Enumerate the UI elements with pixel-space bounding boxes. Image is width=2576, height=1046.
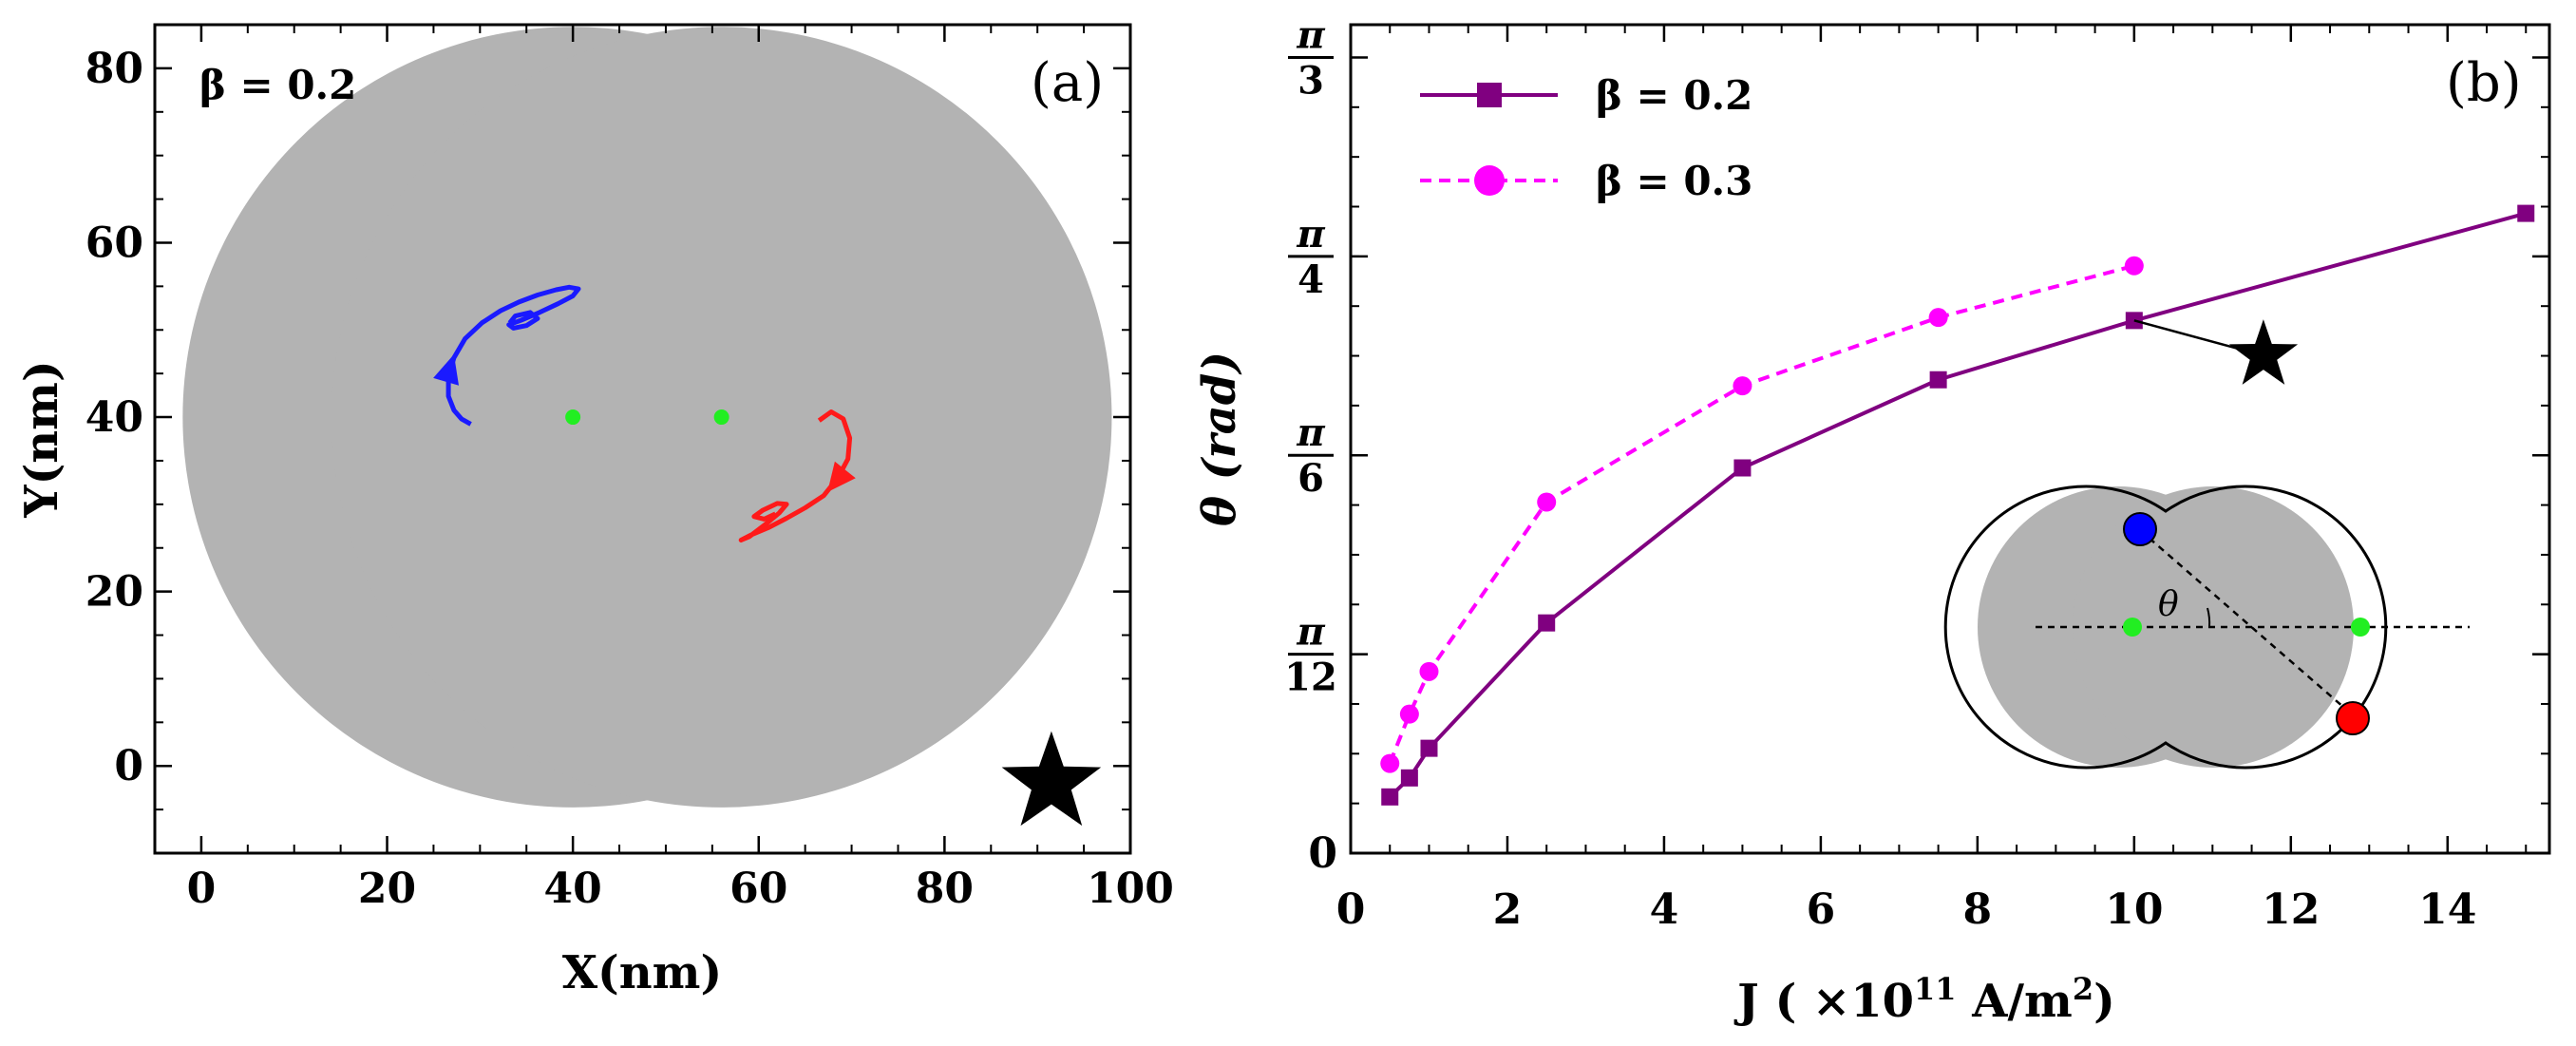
y-tick-label-b-numerator: π: [1296, 212, 1325, 257]
y-tick-label-a: 60: [85, 219, 143, 267]
x-tick-label-b: 8: [1963, 885, 1993, 934]
inset-schematic: θ: [1943, 485, 2470, 770]
data-point-beta-0-2: [1381, 788, 1399, 806]
y-tick-label-b-numerator: π: [1296, 410, 1325, 455]
data-point-beta-0-2: [1420, 739, 1438, 757]
y-tick-label-b-denominator: 3: [1297, 58, 1324, 103]
panel-b-y-axis-title: θ (rad): [1193, 352, 1246, 526]
inset-theta-label: θ: [2158, 585, 2179, 624]
inset-pinning-center-right: [2351, 618, 2370, 637]
inset-red-skyrmion: [2336, 701, 2370, 735]
x-tick-label-b: 0: [1336, 885, 1366, 934]
data-point-beta-0-3: [1537, 492, 1557, 512]
y-tick-label-b: 0: [1308, 829, 1337, 878]
panel-a-beta-annotation: β = 0.2: [199, 62, 356, 108]
y-tick-label-a: 0: [114, 742, 143, 790]
x-tick-label-a: 60: [729, 865, 787, 913]
x-tick-label-a: 80: [916, 865, 974, 913]
inset-angle-arc: [2207, 607, 2211, 628]
data-point-beta-0-3: [1419, 661, 1439, 681]
inset-blue-skyrmion: [2123, 512, 2157, 546]
y-tick-label-a: 80: [85, 45, 143, 93]
y-tick-label-b-numerator: π: [1296, 610, 1325, 655]
legend-label-beta-0-3: β = 0.3: [1596, 158, 1752, 204]
data-point-beta-0-3: [2124, 256, 2144, 276]
inset-pinning-center-left: [2123, 618, 2142, 637]
data-point-beta-0-2: [1538, 614, 1556, 632]
panel-b-frame: [1349, 23, 2551, 855]
panel-a-y-axis-title: Y(nm): [15, 360, 68, 518]
panel-a-frame: [153, 23, 1132, 855]
x-tick-label-a: 20: [358, 865, 416, 913]
panel-b-x-axis-title: J ( ×1011 A/m2): [1733, 971, 2115, 1028]
legend-marker-beta-0-3: [1474, 165, 1505, 196]
x-tick-label-b: 12: [2262, 885, 2320, 934]
x-tick-label-b: 2: [1493, 885, 1523, 934]
pinning-center-1: [565, 409, 581, 426]
panel-a-x-axis-title: X(nm): [562, 946, 722, 999]
x-tick-label-b: 4: [1650, 885, 1679, 934]
y-tick-label-b-numerator: π: [1296, 12, 1325, 57]
panel-a-label: (a): [1031, 52, 1104, 114]
x-tick-label-b: 10: [2105, 885, 2163, 934]
data-point-beta-0-3: [1380, 753, 1400, 773]
y-tick-label-b-denominator: 12: [1284, 656, 1337, 700]
inset-outline: [1943, 485, 2388, 770]
data-point-beta-0-2: [1733, 459, 1752, 477]
data-point-beta-0-2: [1400, 769, 1418, 787]
panel-a-plot-area: [182, 27, 1112, 808]
red-trajectory: [738, 409, 853, 542]
red-trajectory-arrow: [827, 461, 856, 492]
data-point-beta-0-3: [1399, 704, 1419, 724]
inset-skyrmion-axis: [2139, 529, 2359, 721]
y-tick-label-b-denominator: 6: [1297, 456, 1324, 501]
x-tick-label-a: 0: [187, 865, 217, 913]
x-tick-label-a: 40: [544, 865, 602, 913]
star-marker-b: [2228, 319, 2299, 385]
panel-b-label: (b): [2446, 52, 2522, 114]
y-tick-label-a: 40: [85, 393, 143, 442]
panel-b-legend: β = 0.2 β = 0.3: [1420, 72, 1752, 204]
data-point-beta-0-3: [1733, 376, 1752, 396]
legend-marker-beta-0-2: [1477, 83, 1502, 107]
legend-label-beta-0-2: β = 0.2: [1596, 72, 1752, 119]
x-tick-label-a: 100: [1087, 865, 1174, 913]
pinning-center-2: [713, 409, 729, 426]
y-tick-label-b-denominator: 4: [1297, 257, 1324, 302]
data-point-beta-0-3: [1928, 308, 1948, 328]
x-tick-label-b: 6: [1807, 885, 1836, 934]
y-tick-label-a: 20: [85, 568, 143, 617]
data-point-beta-0-2: [1929, 371, 1947, 389]
x-tick-label-b: 14: [2418, 885, 2476, 934]
blue-trajectory-arrow: [433, 354, 459, 386]
star-marker: [1001, 731, 1102, 827]
data-point-beta-0-2: [2517, 204, 2535, 222]
